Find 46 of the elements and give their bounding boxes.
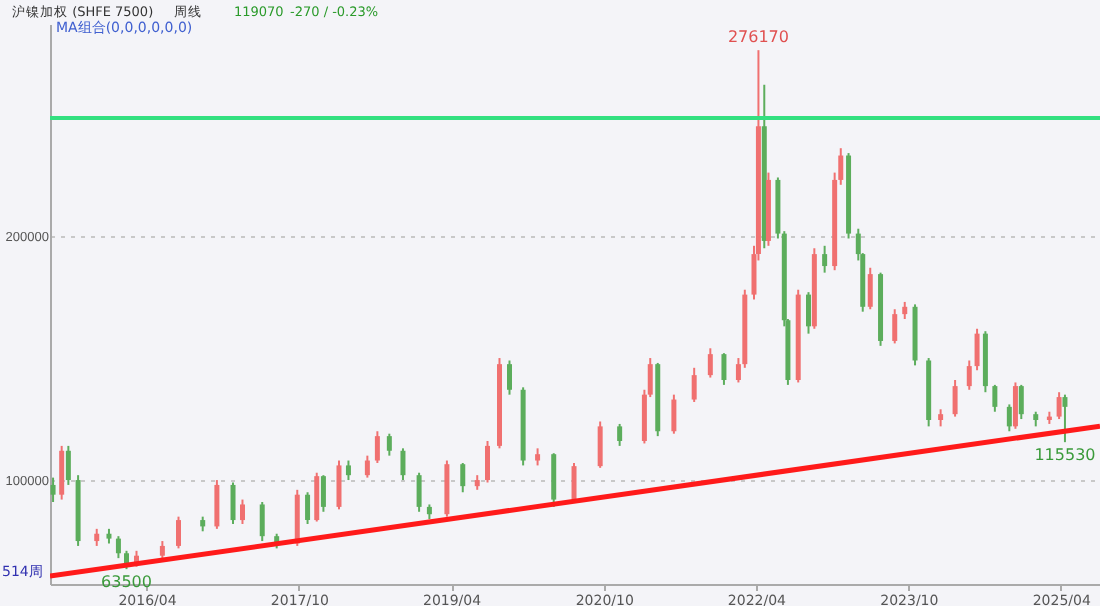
candlestick: [597, 420, 603, 469]
candlestick: [400, 447, 406, 482]
candlestick: [707, 347, 713, 379]
candlestick: [892, 308, 898, 345]
candlestick: [65, 444, 71, 486]
candlestick: [992, 383, 998, 413]
candlestick: [806, 291, 811, 335]
candlestick: [952, 379, 958, 418]
annotation: 115530: [1034, 446, 1096, 465]
candlestick: [115, 535, 121, 560]
candlestick: [485, 440, 491, 484]
candlestick: [671, 393, 677, 435]
candlestick: [416, 471, 422, 513]
candlestick: [364, 454, 370, 479]
candlestick: [320, 474, 326, 513]
candlestick: [59, 444, 65, 501]
candlestick: [974, 327, 980, 372]
candlestick: [305, 491, 311, 525]
candlestick: [374, 430, 380, 464]
candlestick: [345, 459, 351, 482]
candlestick: [230, 481, 236, 525]
annotation: 63500: [101, 573, 152, 592]
candlestick: [1062, 393, 1068, 444]
candlestick: [259, 501, 265, 543]
candlestick: [314, 471, 320, 523]
candlestick: [966, 359, 972, 391]
candlestick: [159, 540, 165, 562]
candlestick: [1018, 383, 1024, 421]
candlestick: [507, 359, 512, 396]
candlestick: [867, 266, 873, 311]
candlestick: [1012, 381, 1018, 430]
candlestick: [617, 422, 623, 447]
candlestick: [1006, 403, 1012, 433]
candlestick: [239, 498, 245, 525]
candlestick: [386, 432, 392, 457]
candlestick: [551, 452, 557, 508]
candlestick: [214, 479, 220, 530]
annotation: 276170: [727, 28, 789, 47]
candlestick: [460, 461, 466, 494]
candlestick: [1056, 391, 1062, 421]
candlestick: [176, 515, 181, 550]
candlestick: [691, 366, 697, 403]
candlestick: [721, 352, 727, 386]
candlestick: [822, 244, 828, 274]
candlestick: [50, 476, 56, 504]
candlestick: [336, 459, 342, 511]
